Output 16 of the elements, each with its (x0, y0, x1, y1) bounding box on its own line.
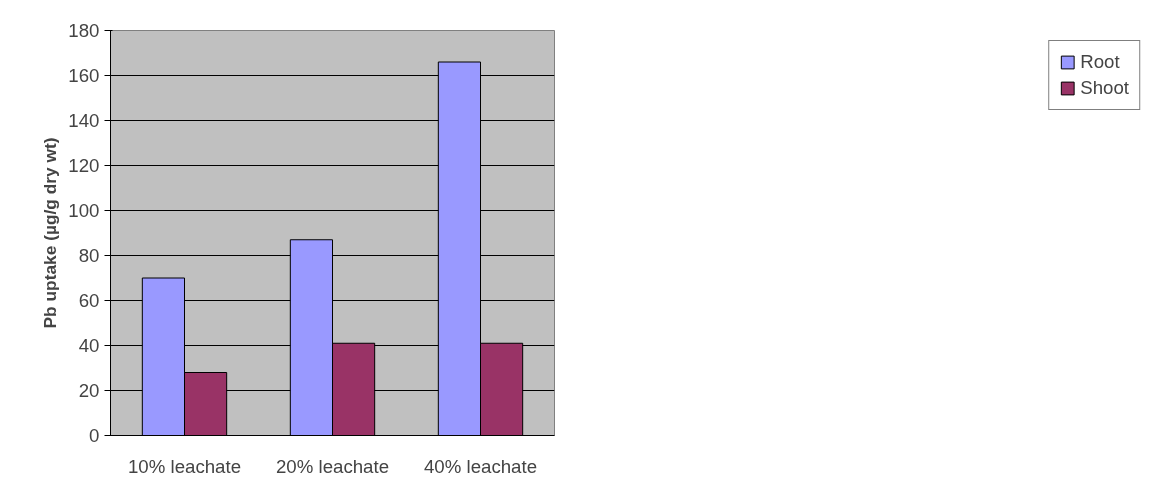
x-tick-label: 40% leachate (423, 455, 538, 477)
x-tick-label: 10% leachate (127, 455, 242, 477)
y-axis-title: Pb uptake (µg/g dry wt) (40, 137, 61, 329)
y-tick-label: 0 (89, 425, 100, 446)
legend-label: Root (1080, 51, 1120, 73)
y-tick-label: 20 (78, 380, 100, 401)
y-tick-label: 120 (68, 155, 100, 176)
y-tick-label: 80 (78, 245, 100, 266)
x-tick-label: 20% leachate (275, 455, 390, 477)
y-tick-label: 100 (68, 200, 100, 221)
y-tick-label: 180 (68, 20, 100, 41)
y-tick-label: 40 (78, 335, 100, 356)
y-tick-label: 160 (68, 65, 100, 86)
y-tick-label: 60 (78, 290, 100, 311)
legend-label: Shoot (1080, 77, 1129, 99)
y-tick-label: 140 (68, 110, 100, 131)
